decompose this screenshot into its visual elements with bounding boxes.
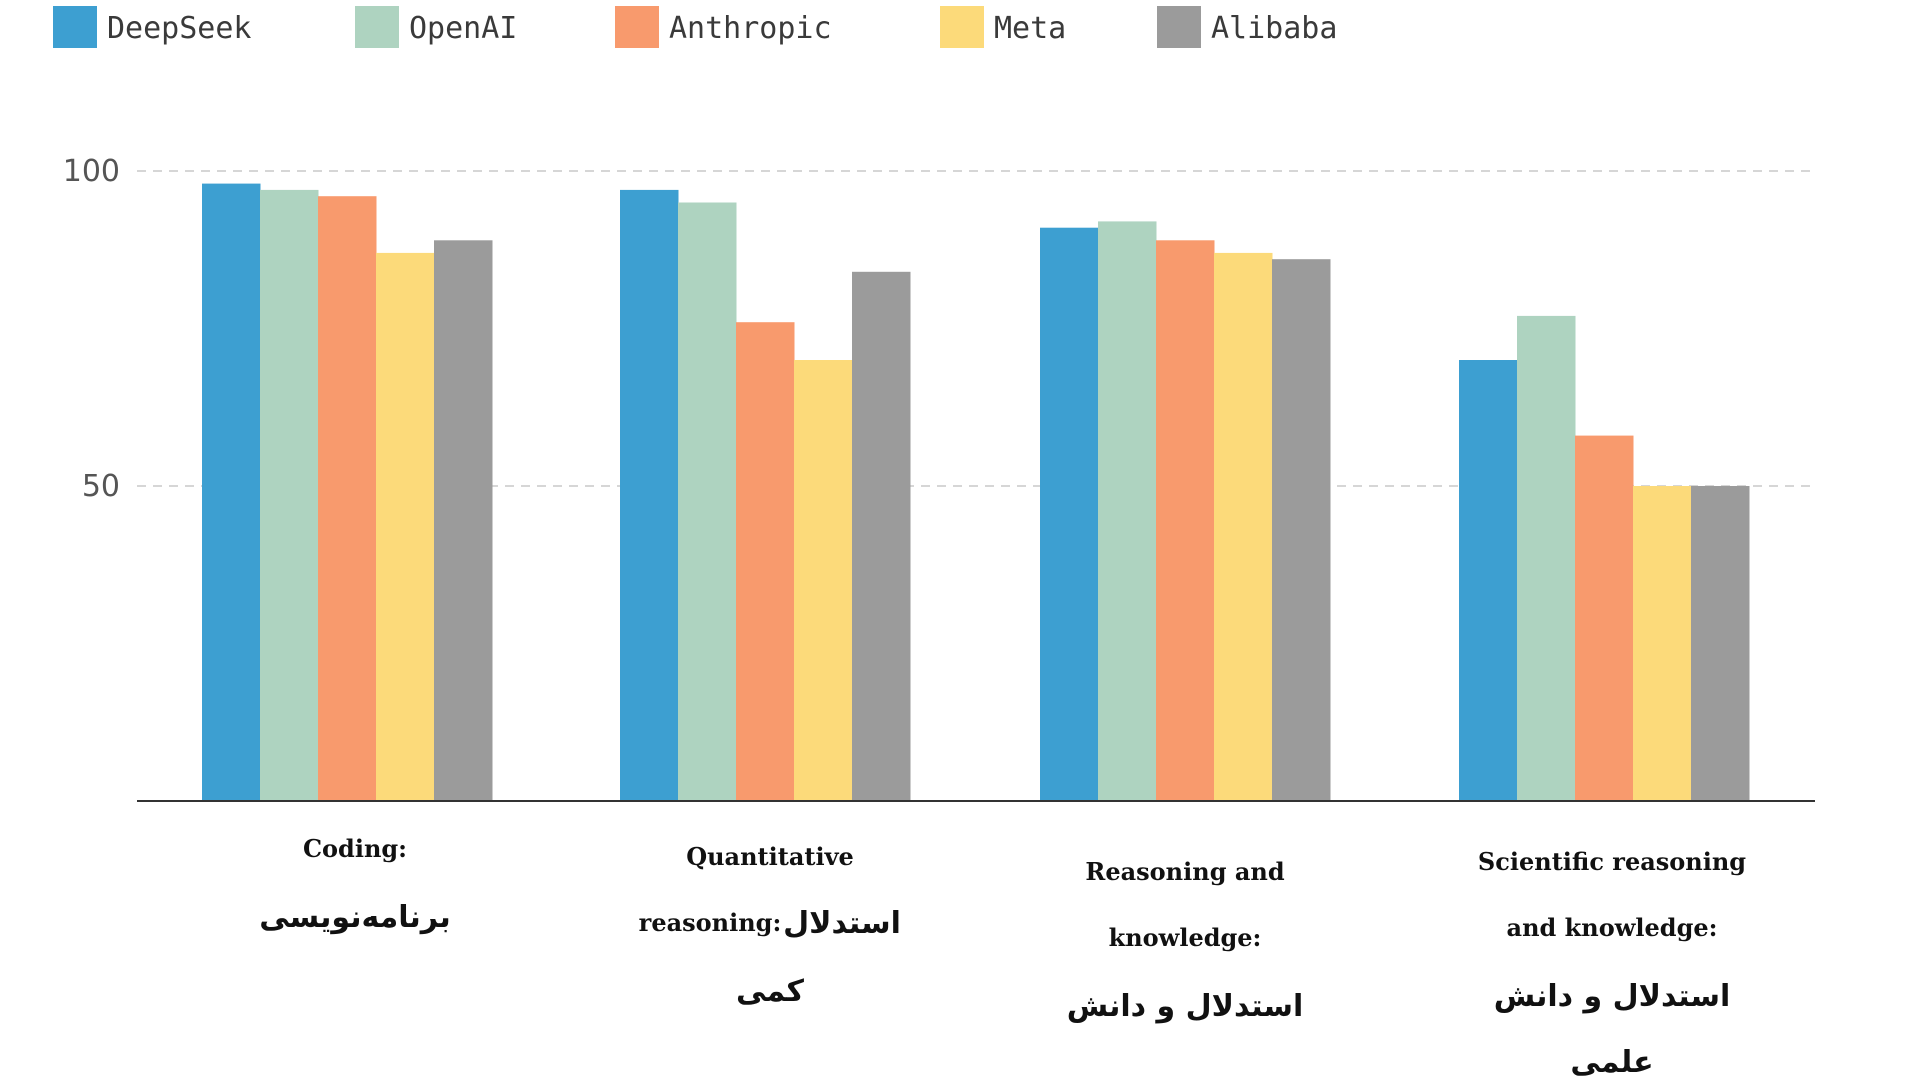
category-line-en: reasoning:: [639, 908, 782, 937]
y-axis: 50 100: [63, 154, 120, 504]
bar-anthropic-2: Anthropic: 76: [736, 322, 795, 801]
bar-anthropic-1: Anthropic: 96: [318, 196, 377, 801]
bar-openai-2: OpenAI: 95: [678, 202, 737, 801]
bar-deepseek-4: DeepSeek: 70: [1459, 360, 1518, 801]
category-line-fa: علمی: [1570, 1045, 1653, 1080]
x-category-label-4: Scientific reasoning and knowledge: استدلا…: [1478, 847, 1746, 1080]
category-line-en: Coding:: [303, 834, 407, 863]
bar-deepseek-2: DeepSeek: 97: [620, 189, 679, 801]
legend-label-anthropic: Anthropic: [669, 11, 832, 46]
bar-alibaba-2: Alibaba: 84: [852, 271, 911, 801]
x-axis-labels: Coding: برنامه‌نویسی Quantitative reasoning…: [259, 834, 1746, 1080]
bar-alibaba-3: Alibaba: 86: [1272, 259, 1331, 801]
category-line-fa: استدلال: [783, 906, 901, 941]
legend: DeepSeek OpenAI Anthropic Meta Alibaba: [53, 6, 1337, 48]
bar-deepseek-1: DeepSeek: 98: [202, 183, 261, 802]
x-category-label-1: Coding: برنامه‌نویسی: [259, 834, 450, 935]
category-line-en: Quantitative: [686, 842, 854, 871]
category-line-fa: استدلال و دانش: [1494, 979, 1731, 1014]
legend-swatch-deepseek: [53, 6, 97, 48]
category-line-en: Scientific reasoning: [1478, 847, 1746, 876]
legend-swatch-openai: [355, 6, 399, 48]
legend-swatch-meta: [940, 6, 984, 48]
bar-openai-4: OpenAI: 77: [1517, 315, 1576, 801]
bar-meta-1: Meta: 87: [376, 252, 435, 801]
category-line-fa: استدلال و دانش: [1067, 989, 1304, 1024]
bar-meta-2: Meta: 70: [794, 360, 853, 801]
bars: DeepSeek: 98OpenAI: 97Anthropic: 96Meta:…: [202, 183, 1750, 802]
x-category-label-2: Quantitative reasoning: استدلال کمی: [639, 842, 901, 1009]
bar-openai-1: OpenAI: 97: [260, 189, 319, 801]
category-line-en: and knowledge:: [1507, 913, 1718, 942]
legend-label-openai: OpenAI: [409, 11, 517, 46]
y-tick-label-50: 50: [82, 469, 120, 504]
category-line-en: knowledge:: [1109, 923, 1262, 952]
legend-swatch-anthropic: [615, 6, 659, 48]
bar-openai-3: OpenAI: 92: [1098, 221, 1157, 801]
bar-anthropic-4: Anthropic: 58: [1575, 435, 1634, 801]
category-line-en: Reasoning and: [1085, 857, 1284, 886]
bar-alibaba-1: Alibaba: 89: [434, 240, 493, 802]
y-tick-label-100: 100: [63, 154, 120, 189]
category-line-fa: برنامه‌نویسی: [259, 900, 450, 935]
legend-label-deepseek: DeepSeek: [107, 11, 252, 46]
bar-deepseek-3: DeepSeek: 91: [1040, 227, 1099, 801]
legend-label-alibaba: Alibaba: [1211, 11, 1337, 46]
category-line-fa: کمی: [736, 974, 804, 1009]
legend-label-meta: Meta: [994, 11, 1066, 46]
legend-swatch-alibaba: [1157, 6, 1201, 48]
bar-anthropic-3: Anthropic: 89: [1156, 240, 1215, 802]
bar-meta-3: Meta: 87: [1214, 252, 1273, 801]
bar-alibaba-4: Alibaba: 50: [1691, 486, 1750, 801]
x-category-label-3: Reasoning and knowledge: استدلال و دانش: [1067, 857, 1304, 1024]
bar-meta-4: Meta: 50: [1633, 486, 1692, 801]
